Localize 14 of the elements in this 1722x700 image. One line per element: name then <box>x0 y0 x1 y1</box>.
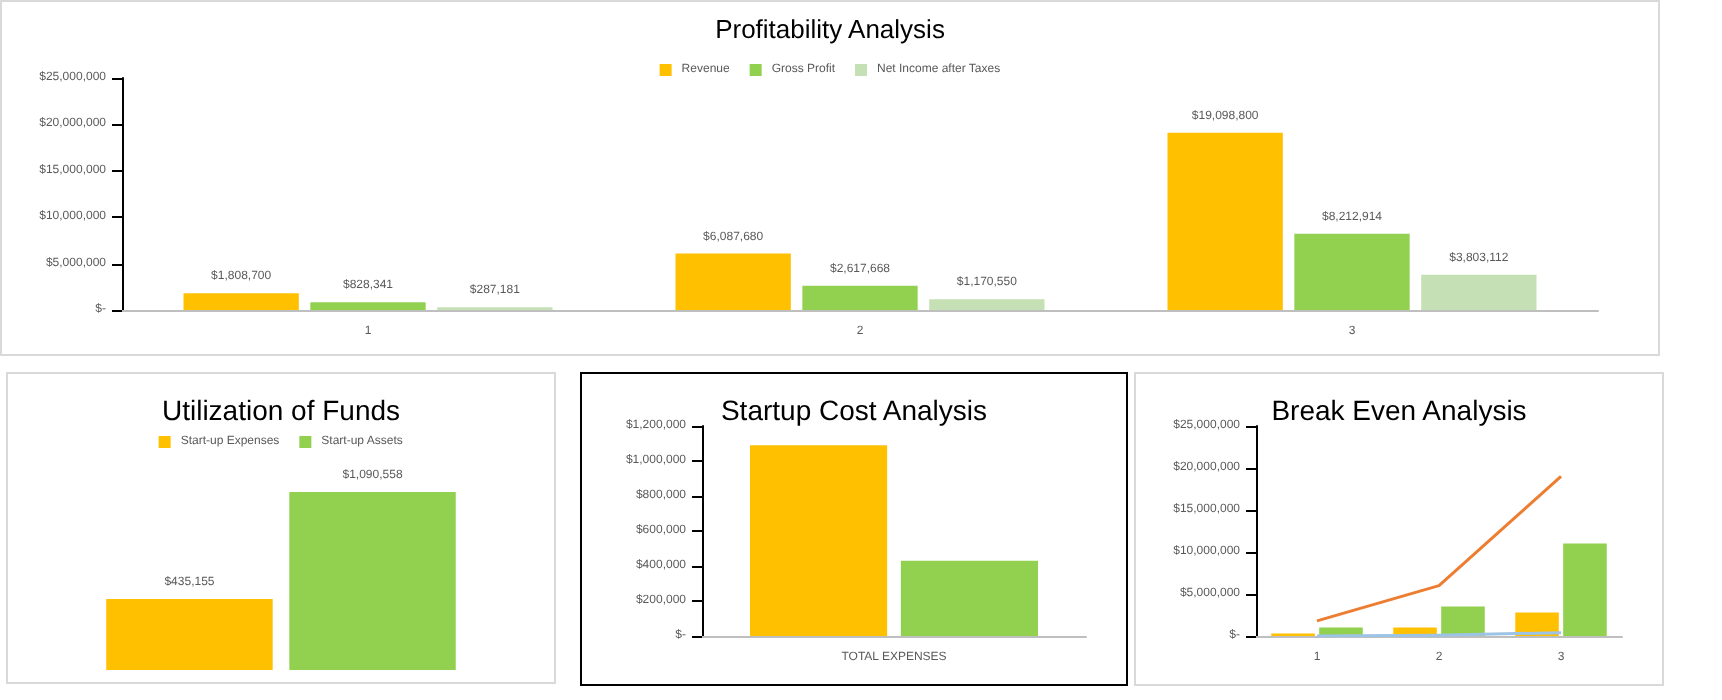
bar <box>675 253 791 310</box>
chart-title: Break Even Analysis <box>1271 394 1527 426</box>
bar <box>183 293 299 310</box>
bar <box>802 285 918 310</box>
bar <box>1167 132 1283 310</box>
chart-title: Utilization of Funds <box>161 394 401 426</box>
bar <box>1421 274 1537 310</box>
chart-title: Startup Cost Analysis <box>720 394 988 426</box>
chart-title: Profitability Analysis <box>715 14 946 44</box>
bar <box>1563 543 1607 636</box>
bar <box>1441 606 1485 636</box>
bar <box>929 299 1045 310</box>
bar <box>1294 233 1410 310</box>
bar <box>310 302 426 310</box>
